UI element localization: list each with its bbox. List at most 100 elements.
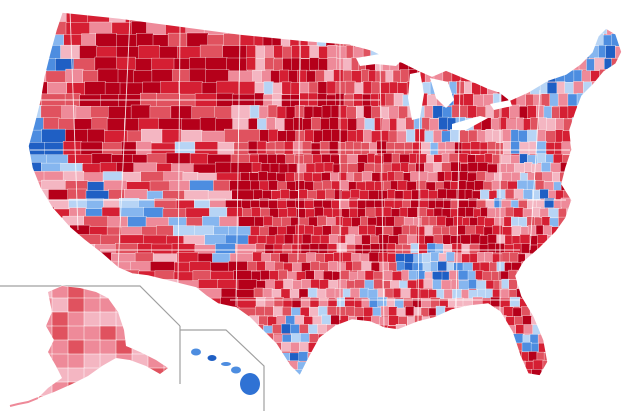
alaska-cell (38, 367, 54, 384)
county-cell (394, 142, 406, 156)
county-cell (480, 33, 490, 47)
county-cell (452, 379, 461, 389)
county-cell (537, 307, 548, 318)
county-cell (388, 106, 400, 120)
county-cell (470, 233, 481, 244)
county-cell (609, 333, 621, 344)
county-cell (431, 343, 441, 354)
county-cell (617, 370, 622, 376)
county-cell (465, 181, 475, 191)
county-cell (295, 180, 306, 191)
alaska-cell (67, 353, 86, 370)
county-cell (602, 369, 611, 376)
county-cell (392, 351, 404, 361)
county-cell (551, 106, 561, 120)
county-cell (496, 234, 506, 245)
county-cell (433, 129, 443, 143)
county-cell (385, 70, 394, 84)
county-cell (487, 207, 497, 218)
county-cell (613, 253, 622, 264)
county-cell (454, 315, 463, 326)
county-cell (484, 153, 493, 164)
county-cell (426, 21, 435, 35)
county-cell (472, 360, 483, 370)
county-cell (459, 171, 469, 182)
county-cell (356, 129, 364, 143)
county-cell (153, 324, 179, 339)
county-cell (620, 140, 622, 154)
county-cell (188, 307, 206, 322)
county-cell (611, 244, 622, 255)
county-cell (612, 198, 621, 209)
county-cell (443, 350, 454, 361)
county-cell (360, 333, 371, 343)
county-cell (509, 252, 519, 263)
county-cell (458, 270, 469, 281)
county-cell (437, 188, 448, 199)
county-cell (374, 154, 384, 165)
county-cell (28, 12, 47, 29)
lake-huron (430, 78, 454, 108)
county-cell (614, 342, 622, 353)
county-cell (273, 306, 283, 317)
alaska-cell (51, 297, 70, 314)
county-cell (409, 153, 418, 164)
county-cell (482, 325, 493, 335)
county-cell (308, 81, 319, 95)
county-cell (364, 118, 376, 132)
county-cell (286, 225, 297, 236)
county-cell (491, 325, 501, 335)
county-cell (510, 129, 519, 143)
county-cell (465, 207, 475, 217)
county-cell (396, 46, 407, 59)
county-cell (441, 152, 450, 163)
county-cell (501, 45, 510, 59)
county-cell (274, 280, 285, 290)
county-cell (343, 94, 355, 108)
county-cell (530, 261, 539, 272)
alaska-cell (83, 367, 102, 384)
alaska-cell (163, 286, 168, 300)
county-cell (327, 306, 337, 316)
county-cell (375, 370, 384, 376)
county-cell (512, 82, 522, 96)
county-cell (475, 369, 484, 376)
county-cell (299, 92, 310, 106)
county-cell (458, 153, 469, 164)
county-cell (267, 380, 277, 390)
county-cell (576, 171, 585, 182)
county-cell (255, 45, 266, 59)
county-cell (335, 81, 346, 95)
county-cell (335, 341, 346, 352)
county-cell (265, 142, 276, 156)
county-cell (578, 179, 589, 190)
county-cell (536, 46, 548, 60)
county-cell (282, 57, 293, 71)
county-cell (28, 270, 47, 286)
county-cell (619, 225, 622, 236)
county-cell (451, 333, 461, 344)
county-cell (597, 179, 609, 190)
county-cell (28, 343, 45, 360)
alaska-cell (38, 353, 54, 370)
county-cell (345, 234, 356, 245)
county-cell (354, 235, 363, 245)
county-cell (457, 225, 467, 235)
county-cell (553, 279, 565, 290)
alaska-cell (83, 395, 102, 398)
county-cell (285, 380, 295, 390)
county-cell (614, 360, 622, 371)
county-cell (488, 333, 498, 343)
county-cell (545, 260, 556, 271)
county-cell (577, 226, 587, 237)
county-cell (597, 279, 607, 290)
county-cell (323, 270, 333, 281)
county-cell (308, 324, 319, 335)
county-cell (522, 315, 533, 326)
county-cell (438, 315, 447, 326)
county-cell (608, 235, 617, 245)
county-cell (318, 306, 328, 317)
county-cell (452, 289, 463, 299)
county-cell (369, 297, 379, 308)
county-cell (576, 315, 586, 325)
